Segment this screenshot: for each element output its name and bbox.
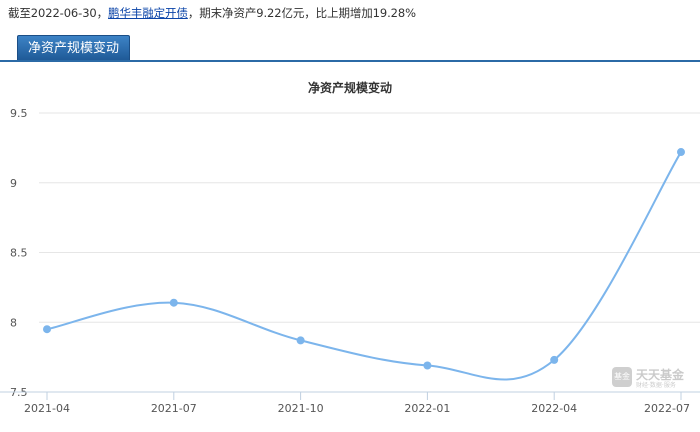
grid-layer (39, 112, 700, 393)
summary-suffix: ，期末净资产9.22亿元，比上期增加19.28% (187, 6, 416, 20)
x-tick-label: 2022-04 (531, 402, 577, 415)
data-point-2022-01[interactable] (423, 361, 432, 370)
data-point-2022-07[interactable] (677, 148, 685, 157)
series-line (46, 151, 682, 381)
x-axis: 2021-04 2021-07 2021-10 2022-01 2022-04 2022-… (0, 391, 700, 415)
data-point-2021-04[interactable] (43, 325, 51, 334)
data-point-2022-04[interactable] (550, 355, 559, 364)
x-tick-label: 2021-04 (24, 402, 70, 415)
data-point-2021-07[interactable] (169, 298, 178, 307)
y-tick-label: 9 (10, 177, 17, 190)
line-chart: 净资产规模变动 7.588.599.5 2021-04 2021-07 2021-1… (0, 80, 700, 415)
x-tick-label: 2022-01 (404, 402, 450, 415)
y-tick-label: 8 (10, 316, 17, 329)
y-axis: 7.588.599.5 (10, 107, 28, 399)
summary-prefix: 截至2022-06-30， (8, 6, 109, 20)
x-tick-label: 2022-07 (644, 402, 690, 415)
x-tick-label: 2021-07 (151, 402, 197, 415)
points-layer (43, 148, 685, 370)
summary-text: 截至2022-06-30，鹏华丰融定开债，期末净资产9.22亿元，比上期增加19… (8, 5, 416, 21)
chart-title: 净资产规模变动 (308, 80, 392, 95)
chart-area: 净资产规模变动 7.5 8 8.5 9 9.5 2021-04 2021-07 2021-1… (0, 62, 700, 428)
tab-net-asset-scale[interactable]: 净资产规模变动 (17, 35, 131, 60)
x-tick-label: 2021-10 (278, 402, 324, 415)
fund-name-link[interactable]: 鹏华丰融定开债 (108, 6, 188, 20)
data-point-2021-10[interactable] (296, 336, 305, 345)
y-tick-label: 8.5 (10, 247, 28, 260)
y-tick-label: 9.5 (10, 107, 28, 120)
tab-bar: 净资产规模变动 (0, 35, 700, 62)
